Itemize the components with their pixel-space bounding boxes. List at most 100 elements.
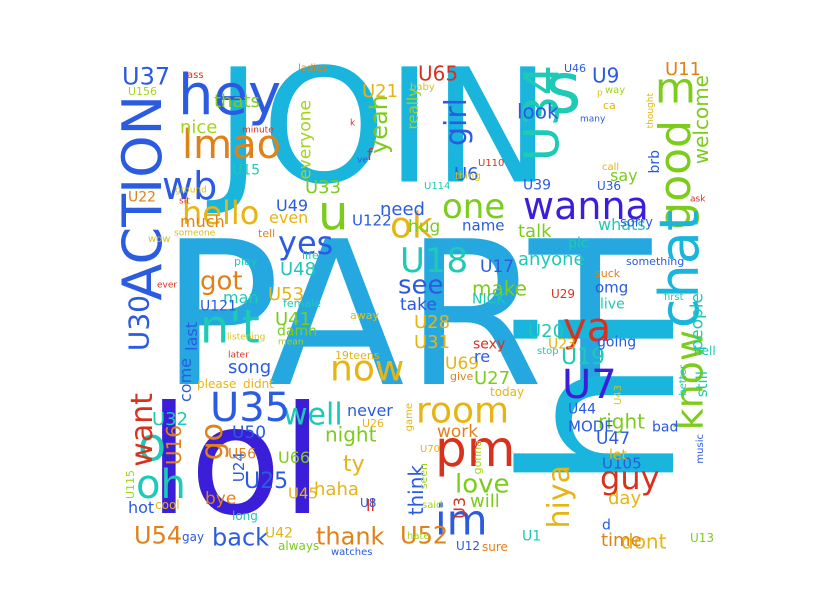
word-ok: ok: [390, 206, 433, 247]
word-today: today: [490, 385, 524, 399]
word-u115: U115: [124, 470, 137, 499]
word-bad: bad: [652, 419, 678, 435]
word-girl: girl: [439, 98, 474, 146]
word-well: well: [283, 398, 343, 433]
word-u156: U156: [128, 85, 157, 98]
word-never: never: [347, 401, 393, 420]
word-name: name: [462, 216, 505, 234]
word-listening: listening: [227, 332, 265, 342]
word-yes: yes: [278, 224, 333, 262]
word-u42: U42: [265, 525, 293, 541]
word-u32: U32: [152, 409, 188, 430]
word-u23: U23: [548, 336, 576, 352]
word-first: first: [664, 292, 684, 303]
word-u43: U43: [613, 385, 624, 405]
word-u46: U46: [564, 62, 586, 75]
word-oh: oh: [136, 462, 186, 508]
word-f: f: [367, 145, 373, 164]
word-u122: U122: [352, 211, 392, 229]
word-chat: chat: [648, 210, 711, 328]
word-ladies: ladies: [298, 63, 327, 74]
word-u19: U19: [561, 345, 605, 370]
word-room: room: [416, 391, 509, 432]
word-away: away: [350, 309, 379, 322]
word-night: night: [325, 422, 377, 446]
word-come: come: [176, 358, 195, 402]
word-need: need: [380, 199, 425, 220]
word-time: time: [601, 530, 642, 551]
word-dont: dont: [621, 529, 667, 553]
word-ll: ll: [366, 496, 375, 515]
word-ty: ty: [343, 452, 365, 477]
word-ask: ask: [690, 194, 706, 204]
word-part: PART: [160, 199, 652, 432]
word-wb: wb: [162, 164, 217, 208]
word-back: back: [212, 524, 269, 552]
word-really: really: [404, 88, 422, 130]
word-u52: U52: [400, 522, 448, 550]
word-u33: U33: [305, 177, 341, 198]
word-u28: U28: [414, 312, 450, 333]
word-u37: U37: [122, 63, 170, 91]
word-u29: U29: [551, 287, 575, 301]
word-got: got: [200, 266, 243, 296]
word-guy: guy: [600, 459, 660, 497]
word-tell: tell: [258, 227, 275, 240]
word-19teens: 19teens: [335, 349, 380, 362]
word-everyone: everyone: [296, 100, 316, 180]
word-stop: stop: [537, 346, 559, 357]
word-sure: sure: [482, 540, 508, 554]
word-u20: U20: [528, 321, 564, 342]
word-hug: hug: [408, 217, 440, 237]
word-know: know: [667, 330, 711, 430]
word-anyone: anyone: [518, 249, 585, 270]
word-day: day: [608, 488, 641, 509]
word-didnt: didnt: [243, 377, 274, 391]
word-pic: pic: [568, 235, 588, 251]
word-u13: U13: [690, 531, 714, 545]
word-u31: U31: [414, 332, 450, 353]
word-u48: U48: [280, 259, 316, 280]
word-welcome: welcome: [689, 75, 713, 164]
word-p: p: [597, 88, 603, 98]
word-ever: ever: [157, 280, 177, 290]
word-baby: baby: [410, 82, 435, 93]
word-please: please: [197, 377, 236, 391]
word-look: look: [517, 99, 559, 123]
word-life: life: [302, 249, 319, 262]
word-play: play: [234, 255, 258, 268]
word-see: see: [398, 270, 444, 300]
word-call: call: [602, 162, 619, 173]
word-join: JOIN: [206, 36, 551, 220]
word-man: man: [223, 288, 259, 307]
word-female: female: [283, 297, 321, 310]
word-long: long: [232, 509, 258, 523]
word-always: always: [278, 539, 319, 553]
word-seen: seen: [417, 463, 430, 489]
word-mean: mean: [278, 337, 304, 347]
word-song: song: [228, 357, 271, 378]
word-live: live: [600, 296, 625, 312]
word-mode: MODE: [568, 417, 614, 435]
word-make: make: [472, 276, 527, 300]
word-haha: haha: [314, 479, 359, 500]
word-wow: wow: [148, 234, 170, 245]
word-nice: nice: [180, 117, 217, 138]
word-u47: U47: [596, 429, 630, 449]
word-love: love: [455, 469, 510, 499]
word-u34: U34: [514, 65, 570, 161]
word-u16: U16: [162, 425, 186, 465]
word-sorry: sorry: [620, 216, 653, 231]
word-go: go: [195, 423, 230, 460]
word-say: say: [610, 166, 638, 185]
word-s: s: [545, 47, 581, 129]
word-ve: ve: [357, 155, 368, 165]
word-ca: ca: [603, 99, 616, 112]
word-thank: thank: [316, 523, 385, 551]
word-whats: whats: [598, 215, 646, 234]
word-ground: ground: [175, 185, 207, 195]
word-hot: hot: [128, 498, 154, 517]
word-way: way: [605, 85, 625, 96]
word-suck: suck: [595, 267, 621, 280]
